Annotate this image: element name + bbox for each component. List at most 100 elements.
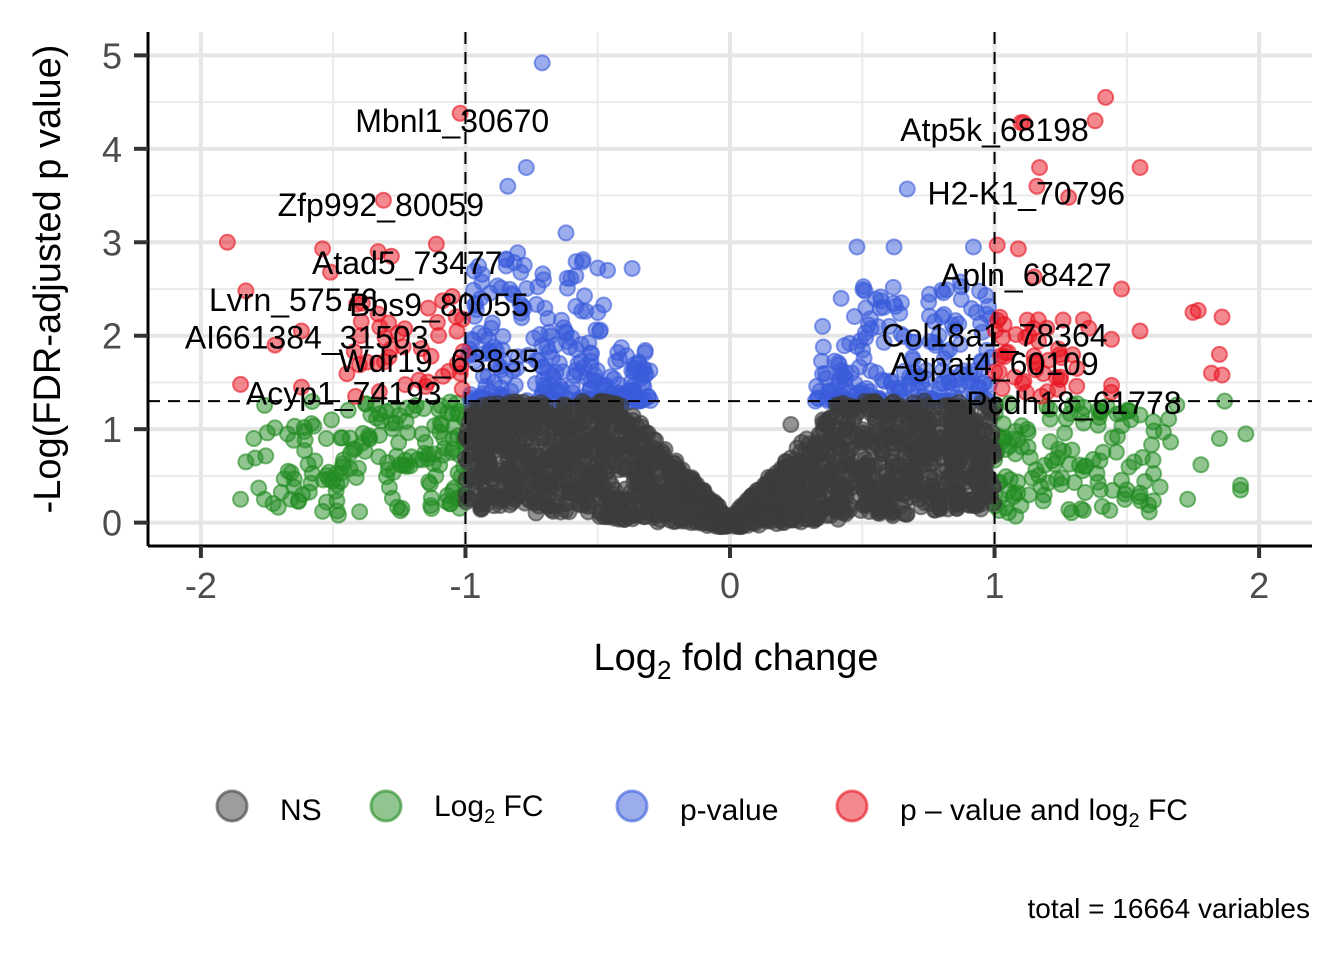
fc-point: [1179, 490, 1197, 508]
x-axis-title-pre: Log: [594, 637, 657, 679]
ns-point: [928, 490, 946, 508]
fcp-point: [1068, 377, 1086, 395]
fc-point: [1041, 433, 1059, 451]
fc-point: [282, 490, 300, 508]
ns-point: [567, 413, 585, 431]
fc-point: [269, 498, 287, 516]
ns-point: [475, 467, 493, 485]
fcp-point: [1074, 311, 1092, 329]
p-point: [813, 352, 831, 370]
labeled-point: [422, 347, 440, 365]
legend-item-fc: Log2 FC: [369, 789, 544, 828]
x-tick-label: 1: [985, 565, 1005, 606]
gene-label: H2-K1_70796: [928, 176, 1125, 212]
gene-label: Atad5_73477: [312, 245, 502, 281]
ns-point: [562, 444, 580, 462]
p-point: [567, 361, 585, 379]
ns-point: [866, 457, 884, 475]
p-point: [533, 54, 551, 72]
p-point: [892, 325, 910, 343]
legend-label-pre: Log: [434, 790, 484, 823]
fc-point: [1160, 410, 1178, 428]
fcp-point: [1086, 112, 1104, 130]
ns-point: [917, 442, 935, 460]
y-tick-label: 1: [102, 409, 122, 450]
fcp-point: [1213, 308, 1231, 326]
ns-point: [488, 403, 506, 421]
ns-point: [510, 422, 528, 440]
fc-point: [383, 489, 401, 507]
p-point: [934, 284, 952, 302]
fc-point: [1162, 433, 1180, 451]
gene-label: AI661384_31503: [185, 320, 429, 356]
fc-point: [1192, 456, 1210, 474]
fc-point: [341, 444, 359, 462]
ns-point: [539, 488, 557, 506]
ns-point: [636, 507, 654, 525]
fcp-point: [448, 322, 466, 340]
ns-point: [858, 494, 876, 512]
x-tick-label: -2: [185, 565, 217, 606]
ns-point: [527, 504, 545, 522]
fc-point: [1063, 441, 1081, 459]
legend-label-sub: 2: [484, 806, 495, 828]
fcp-point: [266, 336, 284, 354]
ns-point: [899, 430, 917, 448]
fc-point: [1089, 401, 1107, 419]
y-tick-label: 4: [102, 129, 122, 170]
fc-point: [237, 453, 255, 471]
p-point: [582, 352, 600, 370]
fc-point: [255, 490, 273, 508]
p-point: [573, 302, 591, 320]
fc-point: [1144, 451, 1162, 469]
p-point: [586, 366, 604, 384]
p-point: [848, 338, 866, 356]
ns-point: [842, 428, 860, 446]
fcp-point: [988, 236, 1006, 254]
fcp-point: [1028, 177, 1046, 195]
fcp-point: [1189, 301, 1207, 319]
p-point: [547, 336, 565, 354]
ns-point: [883, 502, 901, 520]
x-axis-ticks: -2 -1 0 1 2: [185, 546, 1269, 606]
ns-point: [585, 430, 603, 448]
data-points: [218, 54, 1255, 536]
ns-point: [875, 432, 893, 450]
ns-point: [599, 461, 617, 479]
fc-point: [1074, 501, 1092, 519]
legend-item-p: p-value: [615, 789, 778, 827]
fc-point: [1043, 452, 1061, 470]
ns-point: [969, 495, 987, 513]
ns-point: [492, 476, 510, 494]
p-point: [890, 379, 908, 397]
labeled-point: [1060, 188, 1078, 206]
p-point: [845, 308, 863, 326]
y-axis-ticks: 0 1 2 3 4 5: [102, 35, 148, 544]
y-tick-label: 5: [102, 35, 122, 76]
legend-label-post: FC: [1140, 794, 1188, 827]
p-point: [515, 256, 533, 274]
ns-point: [815, 439, 833, 457]
legend-label: p – value and log2 FC: [900, 794, 1188, 832]
ns-point: [601, 435, 619, 453]
fc-point: [1068, 395, 1086, 413]
p-point: [859, 316, 877, 334]
fc-point: [401, 457, 419, 475]
fcp-point: [314, 240, 332, 258]
fc-point: [422, 497, 440, 515]
p-point: [829, 354, 847, 372]
p-point: [935, 350, 953, 368]
fcp-point: [419, 299, 437, 317]
ns-point: [491, 496, 509, 514]
gene-label: Lvrn_57576: [209, 282, 378, 318]
gene-labels: Mbnl1_30670 Zfp992_80059 Atad5_73477Lvrn_5…: [185, 103, 1182, 421]
ns-point: [816, 466, 834, 484]
fc-point: [1108, 427, 1126, 445]
fc-point: [362, 406, 380, 424]
fc-point: [1144, 492, 1162, 510]
fc-point: [1065, 473, 1083, 491]
labeled-point: [451, 104, 469, 122]
legend-item-ns: NS: [215, 789, 322, 827]
legend-swatch-icon: [215, 789, 249, 823]
legend-swatch-icon: [835, 789, 869, 823]
